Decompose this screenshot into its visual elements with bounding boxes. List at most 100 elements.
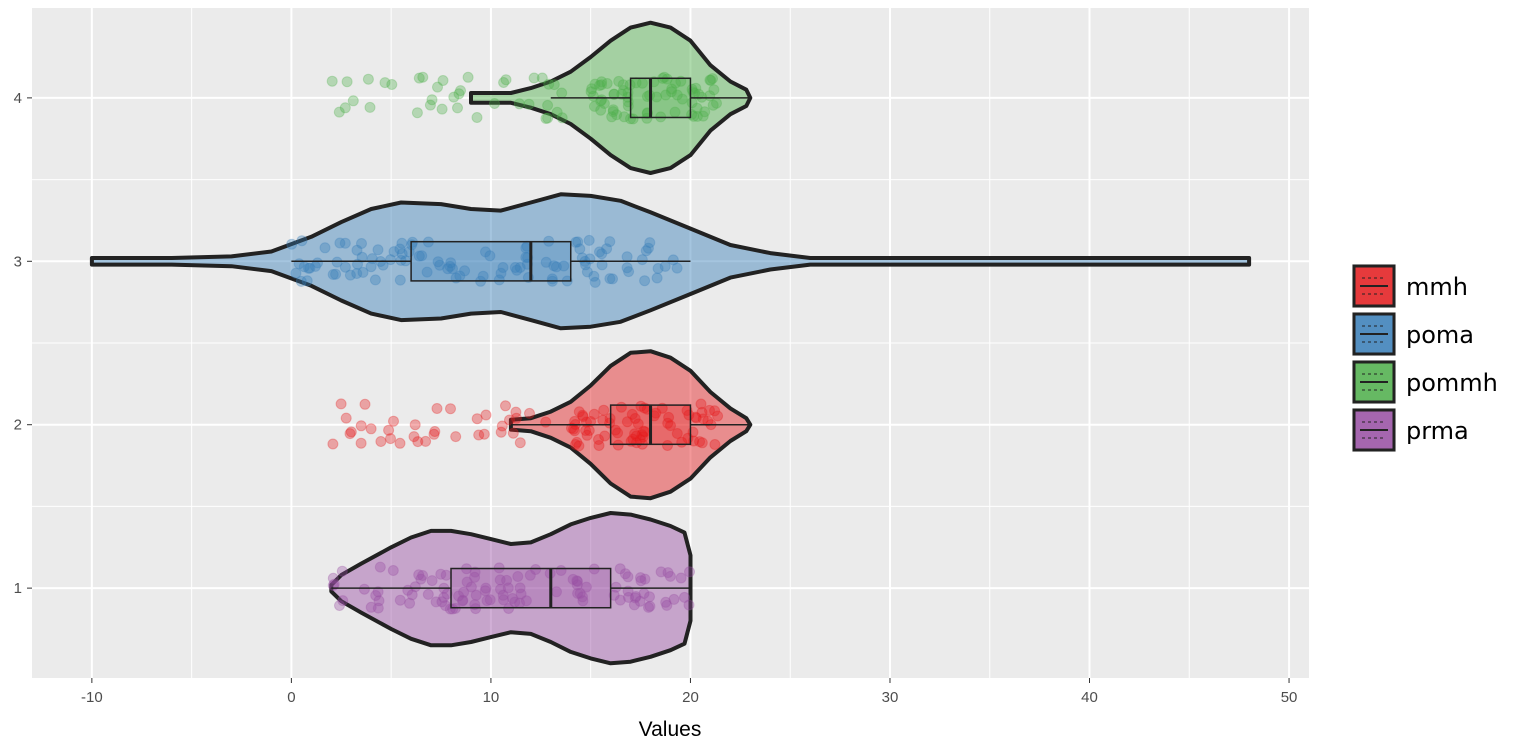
point-prma	[469, 571, 481, 583]
point-prma	[571, 579, 583, 591]
point-mmh	[629, 413, 641, 424]
point-poma	[295, 275, 307, 287]
y-tick-label: 4	[14, 90, 22, 107]
point-poma	[339, 261, 351, 273]
point-mmh	[385, 433, 396, 445]
legend-item-mmh: mmh	[1352, 264, 1468, 308]
point-mmh	[510, 406, 522, 418]
point-mmh	[450, 431, 462, 443]
grid-lines	[32, 8, 1309, 678]
x-tick-label: 0	[287, 689, 295, 706]
point-mmh	[632, 418, 644, 430]
point-mmh	[514, 437, 526, 449]
point-mmh	[540, 416, 552, 428]
point-poma	[369, 274, 381, 286]
point-pommh	[453, 88, 465, 100]
point-pommh	[347, 95, 359, 107]
point-poma	[642, 242, 654, 254]
point-mmh	[375, 436, 387, 447]
axes: -10 0 10 20 30 40 50 1 2 3 4	[14, 90, 1298, 706]
point-prma	[373, 595, 385, 607]
point-poma	[607, 273, 618, 285]
point-poma	[327, 269, 339, 280]
point-mmh	[631, 437, 642, 449]
point-prma	[409, 581, 421, 593]
point-mmh	[478, 428, 490, 440]
point-prma	[372, 586, 384, 598]
point-poma	[548, 260, 560, 272]
point-pommh	[691, 102, 703, 114]
point-mmh	[577, 409, 589, 421]
point-prma	[406, 589, 418, 601]
point-prma	[668, 593, 680, 605]
point-mmh	[388, 415, 399, 427]
point-mmh	[429, 426, 441, 437]
point-poma	[514, 262, 526, 273]
point-pommh	[708, 84, 720, 96]
point-poma	[296, 235, 308, 247]
point-prma	[514, 582, 526, 594]
point-mmh	[431, 403, 443, 414]
point-poma	[584, 253, 596, 265]
point-poma	[351, 268, 363, 279]
x-tick-label: 30	[882, 689, 899, 706]
point-poma	[304, 262, 316, 274]
point-poma	[651, 272, 663, 284]
point-mmh	[335, 398, 347, 410]
point-poma	[339, 237, 351, 249]
point-prma	[643, 601, 654, 613]
point-prma	[524, 569, 536, 581]
point-poma	[396, 248, 408, 260]
point-poma	[588, 270, 600, 282]
point-prma	[635, 572, 646, 584]
point-prma	[577, 595, 589, 607]
point-poma	[596, 248, 608, 260]
point-pommh	[417, 71, 429, 83]
point-prma	[387, 565, 399, 576]
point-pommh	[528, 72, 540, 84]
violins	[89, 20, 1252, 666]
point-prma	[394, 594, 406, 606]
point-prma	[461, 576, 473, 588]
point-mmh	[696, 406, 708, 418]
point-pommh	[585, 86, 597, 98]
point-mmh	[709, 405, 721, 417]
point-poma	[621, 262, 633, 274]
point-prma	[480, 582, 492, 594]
point-poma	[671, 262, 683, 274]
point-mmh	[696, 437, 708, 449]
point-mmh	[412, 436, 424, 448]
point-poma	[572, 236, 584, 248]
violin-prma	[329, 511, 693, 666]
point-mmh	[583, 425, 595, 436]
point-prma	[479, 585, 491, 597]
point-prma	[577, 591, 588, 603]
point-prma	[453, 590, 465, 602]
point-poma	[558, 260, 570, 272]
point-pommh	[616, 88, 628, 100]
point-poma	[377, 259, 389, 271]
point-mmh	[637, 431, 649, 443]
point-pommh	[589, 100, 600, 112]
point-poma	[493, 274, 505, 286]
point-pommh	[608, 88, 620, 100]
x-axis-title: Values	[639, 718, 702, 741]
point-mmh	[704, 404, 715, 416]
point-mmh	[504, 414, 515, 426]
point-poma	[293, 258, 305, 270]
point-mmh	[445, 403, 456, 415]
point-poma	[580, 259, 591, 271]
point-pommh	[671, 89, 683, 101]
point-prma	[574, 587, 586, 599]
point-poma	[639, 275, 651, 287]
point-mmh	[500, 400, 511, 412]
point-prma	[634, 595, 646, 607]
point-mmh	[630, 430, 642, 442]
point-pommh	[542, 99, 554, 111]
point-pommh	[618, 111, 630, 123]
point-prma	[520, 595, 532, 607]
point-prma	[661, 599, 673, 611]
point-prma	[435, 568, 447, 580]
point-prma	[457, 595, 468, 607]
point-poma	[636, 254, 648, 266]
